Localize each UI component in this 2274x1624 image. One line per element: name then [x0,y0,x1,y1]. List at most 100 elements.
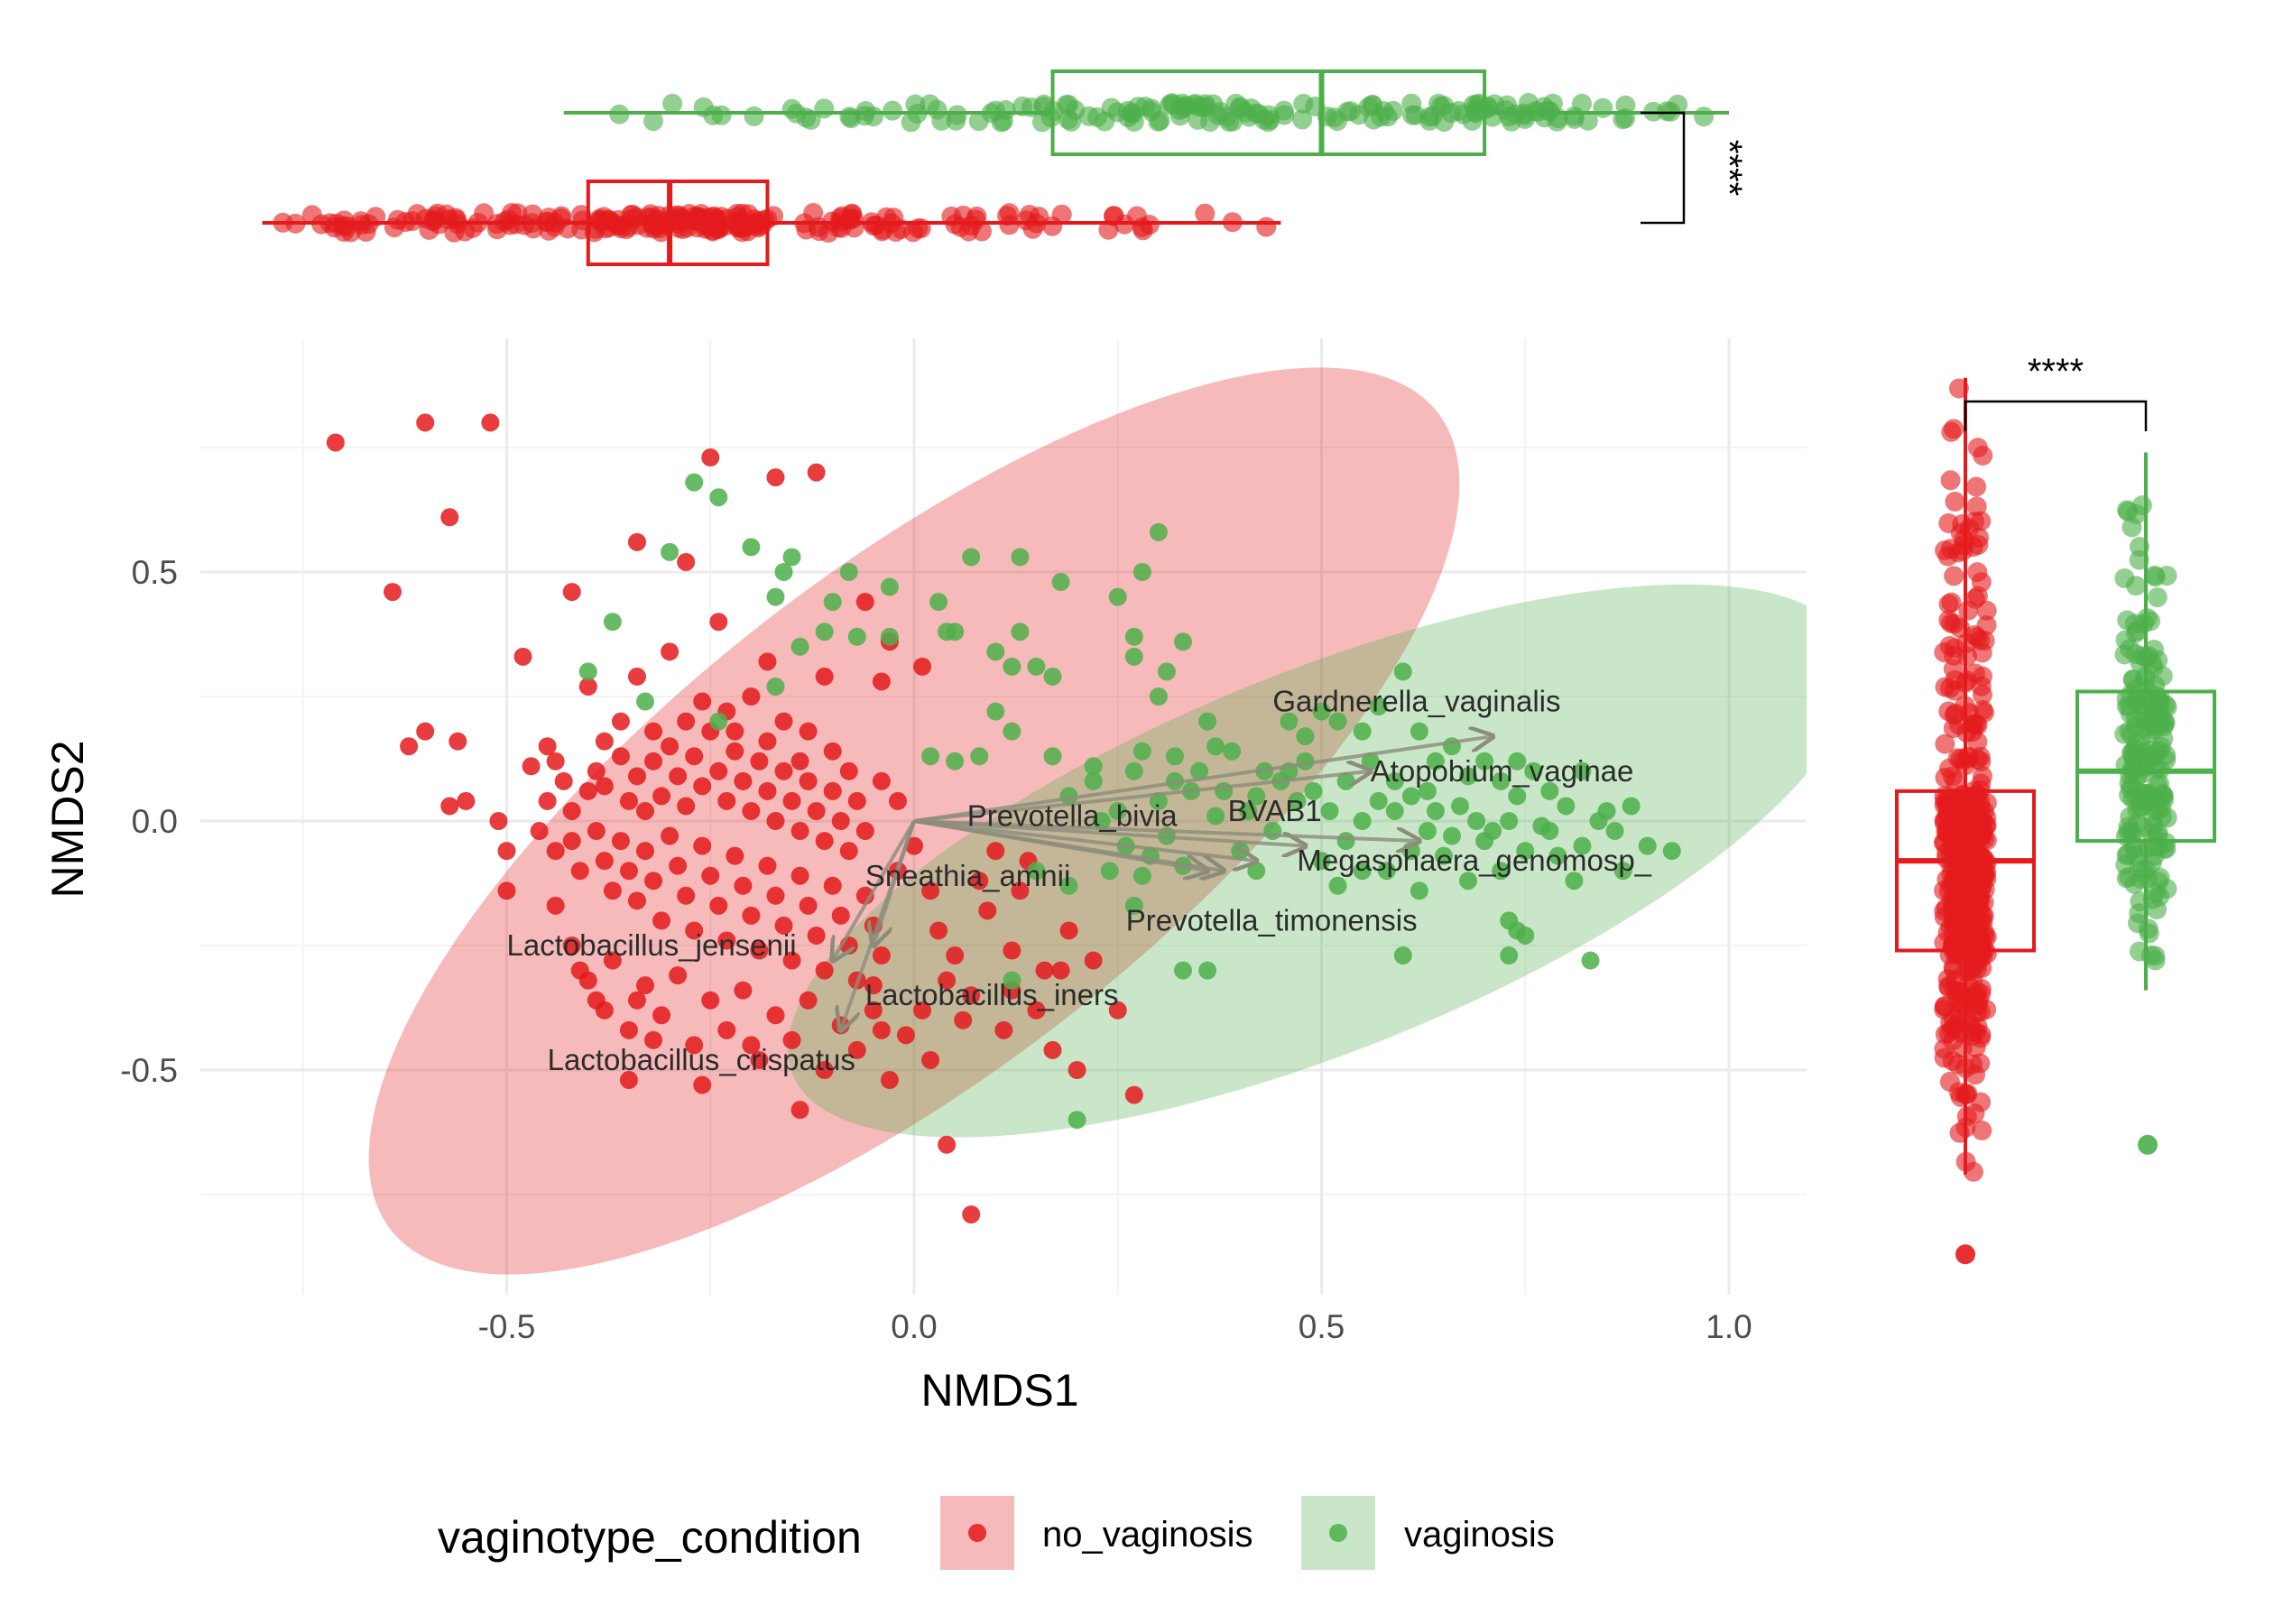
point-no-vaginosis [611,712,630,731]
point-no-vaginosis [644,752,663,770]
point-no-vaginosis [864,1001,883,1020]
point-vaginosis [1426,801,1445,820]
point-no-vaginosis [685,921,704,940]
point-vaginosis [1597,801,1616,820]
point-vaginosis [782,548,801,567]
point-no-vaginosis [1068,1061,1086,1079]
point-no-vaginosis [416,413,435,432]
right-jitter-point-vaginosis [2154,713,2175,734]
top-jitter-point-no-vaginosis [972,221,993,242]
top-jitter-point-vaginosis [643,111,664,132]
point-no-vaginosis [799,896,818,915]
right-jitter-point-vaginosis [2123,749,2144,770]
point-vaginosis [1304,781,1323,800]
top-jitter-point-vaginosis [814,98,835,119]
point-no-vaginosis [652,787,671,806]
point-no-vaginosis [872,771,891,790]
right-jitter-point-vaginosis [2126,644,2147,665]
point-vaginosis [766,587,785,606]
point-no-vaginosis [986,842,1005,861]
right-jitter-point-no-vaginosis [1967,749,1988,770]
point-vaginosis [1206,807,1225,826]
right-jitter-point-no-vaginosis [1935,734,1955,754]
point-vaginosis [1532,817,1551,835]
point-vaginosis [1198,961,1217,980]
top-jitter-point-no-vaginosis [903,222,924,243]
point-vaginosis [1051,573,1070,592]
top-jitter-point-vaginosis [744,106,764,126]
point-no-vaginosis [921,1050,940,1069]
y-axis-ticks: -0.5 0.0 0.5 [120,554,178,1089]
arrow-label-Atopobium_vaginae: Atopobium_vaginae [1371,754,1634,788]
point-no-vaginosis [400,737,419,756]
point-no-vaginosis [855,593,874,612]
point-no-vaginosis [677,712,696,731]
right-box-no-vaginosis [1895,789,2036,953]
point-vaginosis [1124,627,1143,646]
right-jitter-point-no-vaginosis [1944,705,1964,725]
top-box-vaginosis [1050,69,1487,156]
right-jitter-point-no-vaginosis [1973,699,1993,720]
top-jitter-point-no-vaginosis [1195,203,1216,224]
top-jitter-point-vaginosis [1340,101,1361,122]
point-no-vaginosis [562,801,581,820]
point-no-vaginosis [701,448,720,467]
point-no-vaginosis [661,642,679,661]
arrow-Megasphaera_genomosp_ [913,819,1419,841]
point-vaginosis [1296,727,1315,746]
top-jitter-point-vaginosis [1239,106,1260,127]
point-vaginosis [1418,822,1437,841]
point-no-vaginosis [799,991,818,1010]
point-no-vaginosis [815,667,834,686]
point-no-vaginosis [562,583,581,602]
point-no-vaginosis [766,812,785,830]
point-no-vaginosis [578,781,597,800]
point-vaginosis [1288,791,1307,810]
point-no-vaginosis [946,946,965,965]
point-no-vaginosis [685,1036,704,1055]
arrow-Prevotella_bivia [913,819,1256,861]
right-jitter-point-vaginosis [2141,790,2162,811]
point-no-vaginosis [855,822,874,841]
point-vaginosis [1124,647,1143,666]
point-vaginosis [1434,846,1453,865]
point-no-vaginosis [619,1071,638,1090]
x-axis-ticks: -0.5 0.0 0.5 1.0 [478,1308,1752,1345]
point-vaginosis [815,623,834,641]
right-jitter-point-no-vaginosis [1971,676,1992,697]
point-vaginosis [1149,687,1168,706]
right-jitter-point-vaginosis [2138,918,2158,939]
point-vaginosis [774,563,793,581]
right-jitter-point-no-vaginosis [1973,445,1993,466]
point-vaginosis [1059,876,1078,895]
top-box-no-vaginosis [586,180,770,266]
top-jitter-point-vaginosis [796,107,817,128]
point-no-vaginosis [595,777,614,796]
point-vaginosis [1500,812,1519,830]
point-no-vaginosis [790,866,809,885]
point-vaginosis [1467,812,1486,830]
point-vaginosis [1442,826,1461,845]
point-no-vaginosis [1108,1001,1127,1020]
right-jitter-point-vaginosis [2143,816,2164,836]
legend-key-vaginosis [1301,1496,1375,1570]
point-vaginosis [970,747,989,766]
point-no-vaginosis [807,463,826,482]
point-vaginosis [986,642,1005,661]
point-no-vaginosis [384,583,402,602]
point-no-vaginosis [734,771,753,790]
right-jitter-point-no-vaginosis [1965,829,1986,850]
point-vaginosis [1613,862,1632,881]
point-no-vaginosis [726,846,744,865]
point-no-vaginosis [774,916,793,935]
point-vaginosis [1011,548,1030,567]
right-jitter-point-no-vaginosis [1934,996,1955,1017]
top-significance-bracket [1641,111,1686,225]
top-jitter-point-vaginosis [855,106,875,126]
point-vaginosis [1385,801,1404,820]
point-vaginosis [1516,842,1535,861]
point-no-vaginosis [677,886,696,905]
top-jitter-point-vaginosis [1615,95,1636,115]
point-no-vaginosis [799,771,818,790]
right-jitter-point-vaginosis [2131,495,2152,516]
